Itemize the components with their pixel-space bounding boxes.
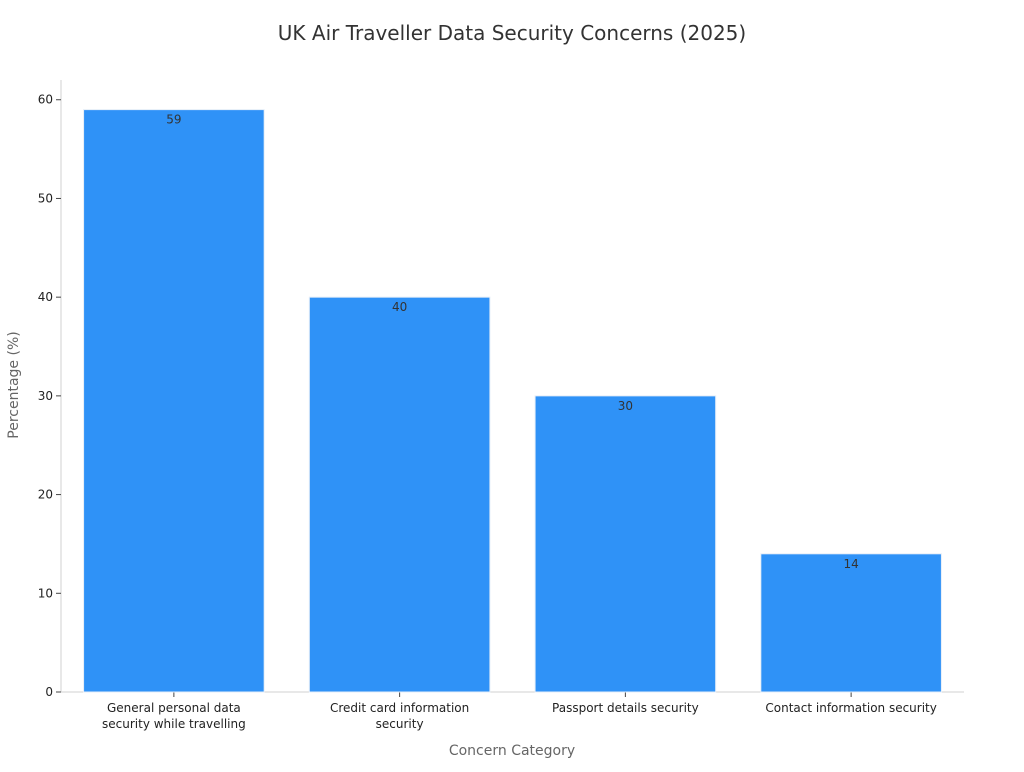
y-tick-label: 20 <box>38 488 53 502</box>
bar-value-label: 59 <box>166 113 181 127</box>
y-tick-label: 40 <box>38 290 53 304</box>
y-tick-label: 0 <box>45 685 53 699</box>
y-axis-title: Percentage (%) <box>6 331 22 438</box>
data-labels: 59 40 30 14 <box>166 113 859 571</box>
bar-value-label: 30 <box>618 399 633 413</box>
bar-value-label: 14 <box>843 557 858 571</box>
y-tick-label: 60 <box>38 93 53 107</box>
x-axis-title: Concern Category <box>449 743 575 759</box>
chart-title: UK Air Traveller Data Security Concerns … <box>278 21 746 45</box>
x-tick-label: Contact information security <box>765 701 937 715</box>
y-tick-label: 30 <box>38 389 53 403</box>
x-tick-label-line: Credit card information <box>330 701 469 715</box>
x-tick-label: Passport details security <box>552 701 699 715</box>
bar <box>308 296 491 693</box>
bar <box>83 109 265 693</box>
bar <box>760 553 942 693</box>
bar <box>534 395 717 693</box>
x-axis: General personal data security while trav… <box>61 691 964 731</box>
bars <box>83 109 942 693</box>
x-tick-label-line: security while travelling <box>102 717 246 731</box>
x-tick-label-line: General personal data <box>107 701 241 715</box>
y-tick-label: 10 <box>38 586 53 600</box>
x-tick-label: Credit card information security <box>330 701 469 731</box>
x-tick-label: General personal data security while trav… <box>102 701 246 731</box>
x-tick-label-line: security <box>376 717 424 731</box>
bar-value-label: 40 <box>392 300 407 314</box>
y-tick-label: 50 <box>38 191 53 205</box>
x-tick-label-line: Contact information security <box>765 701 937 715</box>
x-tick-label-line: Passport details security <box>552 701 699 715</box>
y-axis: 0 10 20 30 40 50 60 <box>38 80 62 699</box>
